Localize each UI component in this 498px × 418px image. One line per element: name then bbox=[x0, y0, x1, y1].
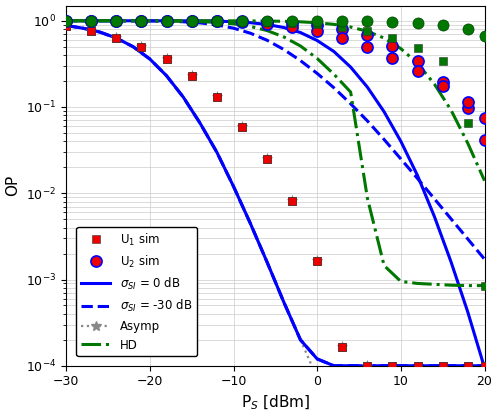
X-axis label: P$_S$ [dBm]: P$_S$ [dBm] bbox=[241, 394, 310, 413]
Legend: U$_1$ sim, U$_2$ sim, $\sigma_{SI}$ = 0 dB, $\sigma_{SI}$ = -30 dB, Asymp, HD: U$_1$ sim, U$_2$ sim, $\sigma_{SI}$ = 0 … bbox=[76, 227, 197, 356]
Y-axis label: OP: OP bbox=[5, 175, 20, 196]
